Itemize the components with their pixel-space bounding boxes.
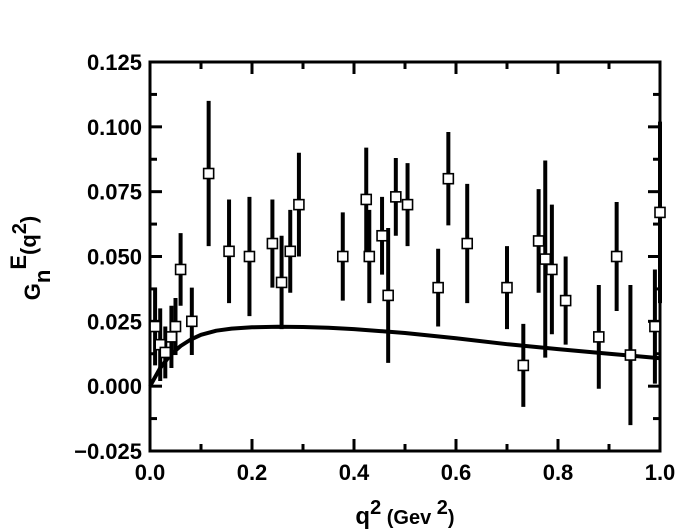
data-point: [559, 294, 572, 307]
data-point: [654, 206, 666, 219]
y-axis-title-base: G: [20, 283, 45, 300]
data-point: [266, 237, 279, 250]
x-tick-label: 0.6: [441, 460, 472, 485]
data-point: [223, 245, 235, 258]
model-curve: [148, 324, 661, 388]
y-tick-label: 0.000: [87, 374, 142, 399]
data-point: [275, 276, 288, 289]
x-axis-title-sup2: 2: [437, 497, 448, 519]
x-axis-title: q2 (Gev 2): [355, 497, 454, 530]
y-axis-title-sup2: 2: [9, 223, 31, 234]
data-point: [442, 172, 455, 185]
y-tick-label: 0.125: [87, 50, 142, 75]
data-point: [624, 349, 637, 361]
y-tick-label: 0.025: [87, 309, 142, 334]
data-point: [360, 193, 373, 206]
x-tick-label: 0.8: [543, 460, 574, 485]
data-point: [401, 198, 414, 211]
data-point: [149, 320, 161, 333]
tick-labels: 0.0 0.2 0.4 0.6 0.8 1.0 −0.025 0.000 0.025 0.050 0…: [74, 50, 675, 485]
data-point: [174, 263, 187, 276]
y-axis-title-paren-close: ): [16, 216, 41, 223]
x-axis-title-sup1: 2: [370, 497, 381, 519]
data-point: [649, 320, 661, 333]
x-tick-label: 0.4: [339, 460, 370, 485]
data-point: [186, 315, 198, 328]
data-point: [382, 289, 394, 302]
model-curve-group: [148, 324, 661, 388]
x-tick-label: 1.0: [645, 460, 676, 485]
data-point: [390, 191, 402, 203]
y-axis-title-paren-open: (q: [16, 234, 41, 255]
data-markers: [149, 167, 666, 372]
y-tick-label: 0.050: [87, 245, 142, 270]
y-tick-label: 0.100: [87, 115, 142, 140]
data-point: [592, 331, 605, 343]
data-point: [376, 229, 388, 242]
data-point: [336, 250, 349, 263]
y-axis-title: GnE(q2): [6, 216, 55, 300]
data-point: [610, 250, 623, 263]
x-tick-label: 0.2: [237, 460, 268, 485]
data-point: [532, 235, 545, 247]
x-tick-label: 0.0: [135, 460, 166, 485]
axis-ticks: [148, 60, 662, 453]
y-tick-label: 0.075: [87, 180, 142, 205]
x-axis-title-end: ): [448, 507, 455, 529]
x-axis-title-base: q: [355, 503, 370, 530]
data-point: [546, 263, 558, 276]
data-point: [501, 281, 513, 294]
data-point: [284, 245, 297, 258]
y-tick-label: −0.025: [74, 439, 142, 464]
y-axis-title-sup: E: [6, 255, 31, 270]
data-point: [461, 237, 474, 250]
data-point: [202, 167, 215, 180]
data-point: [159, 346, 172, 359]
error-bars: [153, 100, 662, 426]
data-point: [432, 281, 444, 294]
data-point: [517, 359, 530, 372]
data-point: [539, 253, 552, 265]
data-point: [363, 250, 376, 263]
y-axis-title-sub: n: [30, 270, 55, 283]
x-axis-title-mid: (Gev: [381, 507, 437, 529]
data-point: [169, 320, 182, 333]
data-point: [293, 198, 305, 211]
data-point: [165, 331, 178, 343]
data-point: [243, 250, 256, 263]
